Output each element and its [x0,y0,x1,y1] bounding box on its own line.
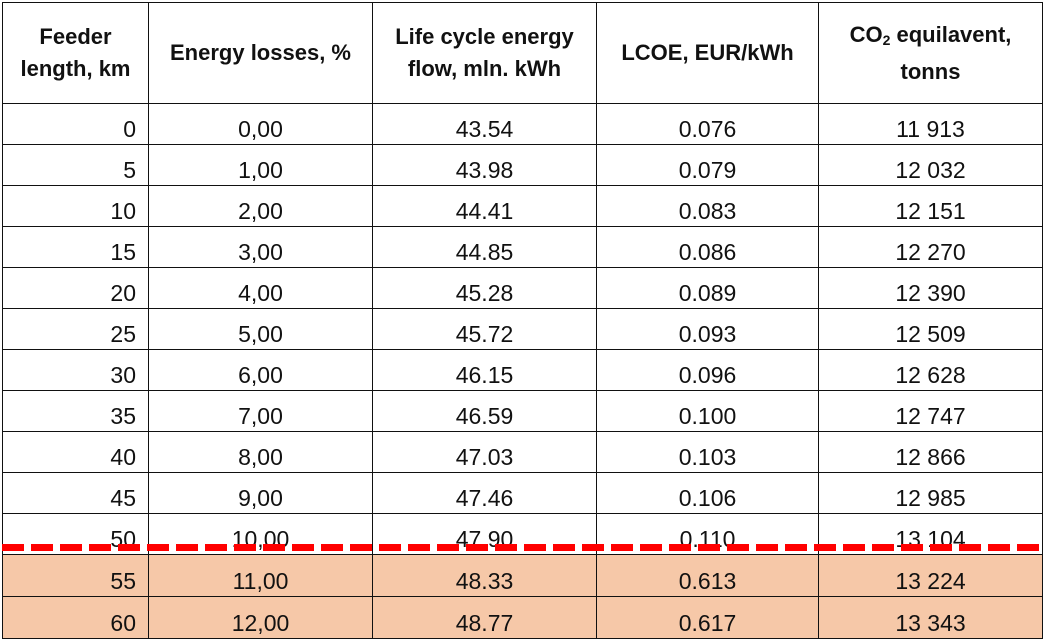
cell-feeder-length: 25 [2,308,149,350]
cell-co2: 12 270 [818,226,1043,268]
cell-life-cycle-flow: 44.41 [372,185,597,227]
cell-lcoe: 0.083 [596,185,819,227]
cell-energy-losses: 3,00 [148,226,373,268]
cell-lcoe: 0.103 [596,431,819,473]
cell-co2: 12 985 [818,472,1043,514]
table-row: 0 0,00 43.54 0.076 11 913 [2,103,1043,145]
cell-energy-losses: 12,00 [148,596,373,639]
cell-life-cycle-flow: 45.72 [372,308,597,350]
cell-energy-losses: 9,00 [148,472,373,514]
header-lcoe: LCOE, EUR/kWh [596,2,819,104]
cell-energy-losses: 1,00 [148,144,373,186]
table-row: 10 2,00 44.41 0.083 12 151 [2,185,1043,227]
cell-co2: 11 913 [818,103,1043,145]
cell-co2: 12 866 [818,431,1043,473]
table-row: 25 5,00 45.72 0.093 12 509 [2,308,1043,350]
cell-life-cycle-flow: 44.85 [372,226,597,268]
cell-feeder-length: 30 [2,349,149,391]
cell-co2: 12 747 [818,390,1043,432]
cell-life-cycle-flow: 47.46 [372,472,597,514]
cell-co2: 12 509 [818,308,1043,350]
cell-lcoe: 0.613 [596,554,819,597]
cell-lcoe: 0.086 [596,226,819,268]
cell-energy-losses: 7,00 [148,390,373,432]
cell-energy-losses: 8,00 [148,431,373,473]
cell-feeder-length: 5 [2,144,149,186]
cell-lcoe: 0.093 [596,308,819,350]
cell-co2: 12 390 [818,267,1043,309]
table-row: 20 4,00 45.28 0.089 12 390 [2,267,1043,309]
cell-lcoe: 0.106 [596,472,819,514]
cell-lcoe: 0.079 [596,144,819,186]
cell-lcoe: 0.617 [596,596,819,639]
table-row: 60 12,00 48.77 0.617 13 343 [2,596,1043,639]
header-co2: CO2 equilavent, tonns [818,2,1043,104]
header-life-cycle-energy-flow: Life cycle energy flow, mln. kWh [372,2,597,104]
co2-suffix: equilavent, tonns [890,21,1012,84]
cell-co2: 13 224 [818,554,1043,597]
cell-life-cycle-flow: 48.77 [372,596,597,639]
cell-life-cycle-flow: 48.33 [372,554,597,597]
cell-co2: 12 032 [818,144,1043,186]
table-row: 55 11,00 48.33 0.613 13 224 [2,554,1043,597]
cell-life-cycle-flow: 43.98 [372,144,597,186]
cell-feeder-length: 0 [2,103,149,145]
cell-feeder-length: 35 [2,390,149,432]
cell-lcoe: 0.096 [596,349,819,391]
cell-co2: 12 628 [818,349,1043,391]
cell-energy-losses: 6,00 [148,349,373,391]
cell-energy-losses: 2,00 [148,185,373,227]
cell-lcoe: 0.089 [596,267,819,309]
table-row: 45 9,00 47.46 0.106 12 985 [2,472,1043,514]
cell-feeder-length: 55 [2,554,149,597]
cell-life-cycle-flow: 46.59 [372,390,597,432]
threshold-dashed-line [2,544,1042,551]
cell-energy-losses: 5,00 [148,308,373,350]
cell-life-cycle-flow: 47.03 [372,431,597,473]
cell-feeder-length: 20 [2,267,149,309]
cell-life-cycle-flow: 46.15 [372,349,597,391]
cell-lcoe: 0.076 [596,103,819,145]
header-energy-losses: Energy losses, % [148,2,373,104]
table-row: 35 7,00 46.59 0.100 12 747 [2,390,1043,432]
header-row: Feeder length, km Energy losses, % Life … [2,2,1043,104]
cell-co2: 12 151 [818,185,1043,227]
cell-feeder-length: 60 [2,596,149,639]
cell-feeder-length: 45 [2,472,149,514]
cell-feeder-length: 10 [2,185,149,227]
cell-energy-losses: 11,00 [148,554,373,597]
table-row: 40 8,00 47.03 0.103 12 866 [2,431,1043,473]
cell-co2: 13 343 [818,596,1043,639]
cell-life-cycle-flow: 45.28 [372,267,597,309]
cell-life-cycle-flow: 43.54 [372,103,597,145]
cell-lcoe: 0.100 [596,390,819,432]
cell-feeder-length: 40 [2,431,149,473]
cell-energy-losses: 0,00 [148,103,373,145]
table-row: 5 1,00 43.98 0.079 12 032 [2,144,1043,186]
cell-energy-losses: 4,00 [148,267,373,309]
header-feeder-length: Feeder length, km [2,2,149,104]
co2-prefix: CO [849,21,883,47]
table-row: 30 6,00 46.15 0.096 12 628 [2,349,1043,391]
table-row: 15 3,00 44.85 0.086 12 270 [2,226,1043,268]
co2-subscript: 2 [882,31,891,48]
cell-feeder-length: 15 [2,226,149,268]
